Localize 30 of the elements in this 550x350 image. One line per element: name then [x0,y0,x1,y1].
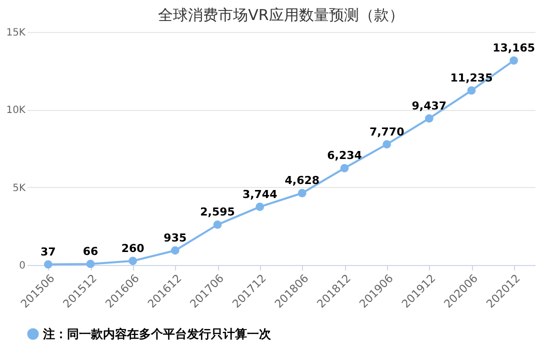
data-label: 935 [164,231,187,244]
point [256,202,264,212]
data-label: 9,437 [412,99,447,112]
point [213,220,222,229]
chart-title: 全球消费市场VR应用数量预测（款） [158,6,404,24]
data-label: 3,744 [242,188,278,201]
point [44,260,52,269]
data-label: 13,165 [492,42,536,55]
y-tick-label: 5K [12,182,26,194]
y-tick-label: 15K [6,28,26,38]
point [298,188,306,198]
point [467,86,476,95]
point [170,246,180,255]
data-label: 2,595 [200,206,235,219]
data-label: 11,235 [450,71,493,84]
data-label: 260 [121,242,145,255]
point [424,114,434,123]
data-label: 66 [82,244,98,258]
legend-label: 注：同一款内容在多个平台发行只计算一次 [42,327,272,341]
point [86,260,95,268]
point [128,256,138,266]
point [510,56,518,65]
data-label: 37 [40,245,56,258]
data-label: 7,770 [369,125,405,138]
data-label: 4,628 [284,174,320,188]
point [382,140,392,148]
point [340,164,349,172]
y-tick-label: 0 [19,260,26,272]
data-label: 6,234 [327,149,362,162]
y-tick-label: 10K [6,105,26,116]
